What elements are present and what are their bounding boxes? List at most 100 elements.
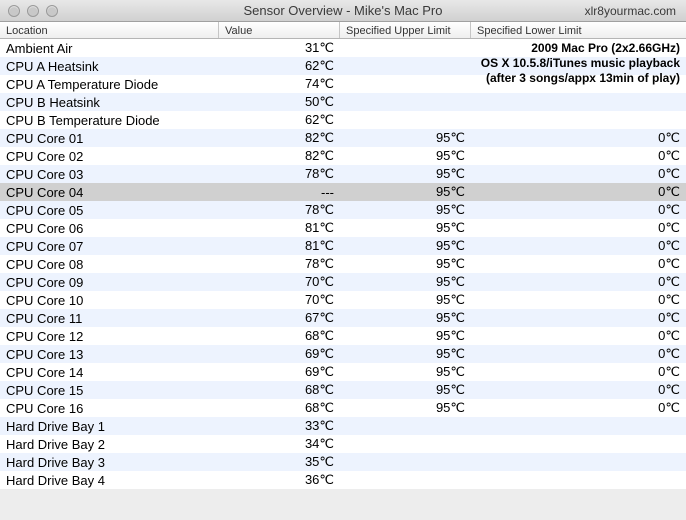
cell-location: CPU Core 10 <box>0 291 219 309</box>
table-row[interactable]: Hard Drive Bay 335℃ <box>0 453 686 471</box>
cell-lower: 0℃ <box>471 291 686 309</box>
cell-upper: 95℃ <box>340 255 471 273</box>
cell-location: CPU Core 09 <box>0 273 219 291</box>
cell-location: Ambient Air <box>0 39 219 57</box>
cell-upper: 95℃ <box>340 309 471 327</box>
cell-location: CPU Core 03 <box>0 165 219 183</box>
cell-upper <box>340 453 471 471</box>
column-header-upper[interactable]: Specified Upper Limit <box>340 22 471 38</box>
cell-lower: 0℃ <box>471 327 686 345</box>
table-row[interactable]: CPU B Heatsink50℃ <box>0 93 686 111</box>
table-row[interactable]: CPU Core 0182℃95℃0℃ <box>0 129 686 147</box>
cell-location: CPU Core 13 <box>0 345 219 363</box>
cell-upper <box>340 417 471 435</box>
cell-upper: 95℃ <box>340 237 471 255</box>
table-row[interactable]: CPU Core 0378℃95℃0℃ <box>0 165 686 183</box>
cell-location: CPU B Temperature Diode <box>0 111 219 129</box>
table-row[interactable]: CPU Core 04---95℃0℃ <box>0 183 686 201</box>
cell-value: 78℃ <box>219 165 340 183</box>
table-row[interactable]: CPU Core 0781℃95℃0℃ <box>0 237 686 255</box>
cell-location: CPU Core 05 <box>0 201 219 219</box>
table-row[interactable]: CPU Core 0878℃95℃0℃ <box>0 255 686 273</box>
cell-location: CPU Core 04 <box>0 183 219 201</box>
cell-location: Hard Drive Bay 3 <box>0 453 219 471</box>
table-row[interactable]: CPU A Heatsink62℃ <box>0 57 686 75</box>
table-row[interactable]: CPU B Temperature Diode62℃ <box>0 111 686 129</box>
cell-location: Hard Drive Bay 1 <box>0 417 219 435</box>
cell-lower: 0℃ <box>471 147 686 165</box>
cell-value: 70℃ <box>219 291 340 309</box>
table-row[interactable]: CPU Core 1668℃95℃0℃ <box>0 399 686 417</box>
cell-location: CPU Core 14 <box>0 363 219 381</box>
cell-value: 68℃ <box>219 381 340 399</box>
cell-location: CPU Core 07 <box>0 237 219 255</box>
cell-lower: 0℃ <box>471 201 686 219</box>
cell-value: --- <box>219 183 340 201</box>
table-row[interactable]: Hard Drive Bay 234℃ <box>0 435 686 453</box>
table-row[interactable]: CPU Core 0970℃95℃0℃ <box>0 273 686 291</box>
cell-lower <box>471 471 686 489</box>
cell-lower <box>471 453 686 471</box>
cell-value: 81℃ <box>219 219 340 237</box>
cell-upper <box>340 57 471 75</box>
cell-location: Hard Drive Bay 2 <box>0 435 219 453</box>
cell-lower: 0℃ <box>471 237 686 255</box>
cell-value: 74℃ <box>219 75 340 93</box>
table-row[interactable]: CPU Core 1369℃95℃0℃ <box>0 345 686 363</box>
cell-upper: 95℃ <box>340 129 471 147</box>
cell-upper <box>340 435 471 453</box>
cell-value: 82℃ <box>219 147 340 165</box>
table-row[interactable]: Ambient Air31℃ <box>0 39 686 57</box>
table-row[interactable]: CPU Core 1167℃95℃0℃ <box>0 309 686 327</box>
cell-lower: 0℃ <box>471 183 686 201</box>
column-header-location[interactable]: Location <box>0 22 219 38</box>
table-row[interactable]: CPU Core 1469℃95℃0℃ <box>0 363 686 381</box>
cell-value: 31℃ <box>219 39 340 57</box>
cell-upper <box>340 75 471 93</box>
cell-location: CPU Core 12 <box>0 327 219 345</box>
close-icon[interactable] <box>8 5 20 17</box>
cell-value: 62℃ <box>219 57 340 75</box>
cell-location: CPU Core 01 <box>0 129 219 147</box>
cell-location: CPU A Heatsink <box>0 57 219 75</box>
cell-upper: 95℃ <box>340 363 471 381</box>
cell-value: 78℃ <box>219 255 340 273</box>
table-row[interactable]: CPU Core 1070℃95℃0℃ <box>0 291 686 309</box>
cell-lower <box>471 111 686 129</box>
cell-location: CPU A Temperature Diode <box>0 75 219 93</box>
cell-lower: 0℃ <box>471 255 686 273</box>
cell-upper <box>340 39 471 57</box>
cell-value: 69℃ <box>219 363 340 381</box>
zoom-icon[interactable] <box>46 5 58 17</box>
minimize-icon[interactable] <box>27 5 39 17</box>
table-row[interactable]: CPU Core 1268℃95℃0℃ <box>0 327 686 345</box>
site-label: xlr8yourmac.com <box>585 4 686 18</box>
cell-value: 35℃ <box>219 453 340 471</box>
cell-value: 70℃ <box>219 273 340 291</box>
cell-upper: 95℃ <box>340 345 471 363</box>
table-row[interactable]: Hard Drive Bay 133℃ <box>0 417 686 435</box>
cell-location: CPU Core 11 <box>0 309 219 327</box>
column-header-value[interactable]: Value <box>219 22 340 38</box>
titlebar[interactable]: Sensor Overview - Mike's Mac Pro xlr8you… <box>0 0 686 22</box>
table-row[interactable]: Hard Drive Bay 436℃ <box>0 471 686 489</box>
cell-upper: 95℃ <box>340 183 471 201</box>
cell-location: CPU Core 02 <box>0 147 219 165</box>
column-header-lower[interactable]: Specified Lower Limit <box>471 22 686 38</box>
table-row[interactable]: CPU Core 1568℃95℃0℃ <box>0 381 686 399</box>
table-row[interactable]: CPU Core 0681℃95℃0℃ <box>0 219 686 237</box>
cell-lower <box>471 57 686 75</box>
table-row[interactable]: CPU Core 0578℃95℃0℃ <box>0 201 686 219</box>
cell-lower <box>471 39 686 57</box>
cell-location: CPU Core 16 <box>0 399 219 417</box>
cell-value: 82℃ <box>219 129 340 147</box>
table-row[interactable]: CPU Core 0282℃95℃0℃ <box>0 147 686 165</box>
cell-lower <box>471 75 686 93</box>
cell-lower: 0℃ <box>471 399 686 417</box>
cell-value: 36℃ <box>219 471 340 489</box>
cell-lower: 0℃ <box>471 273 686 291</box>
table-row[interactable]: CPU A Temperature Diode74℃ <box>0 75 686 93</box>
cell-upper: 95℃ <box>340 291 471 309</box>
cell-location: CPU B Heatsink <box>0 93 219 111</box>
cell-lower: 0℃ <box>471 363 686 381</box>
